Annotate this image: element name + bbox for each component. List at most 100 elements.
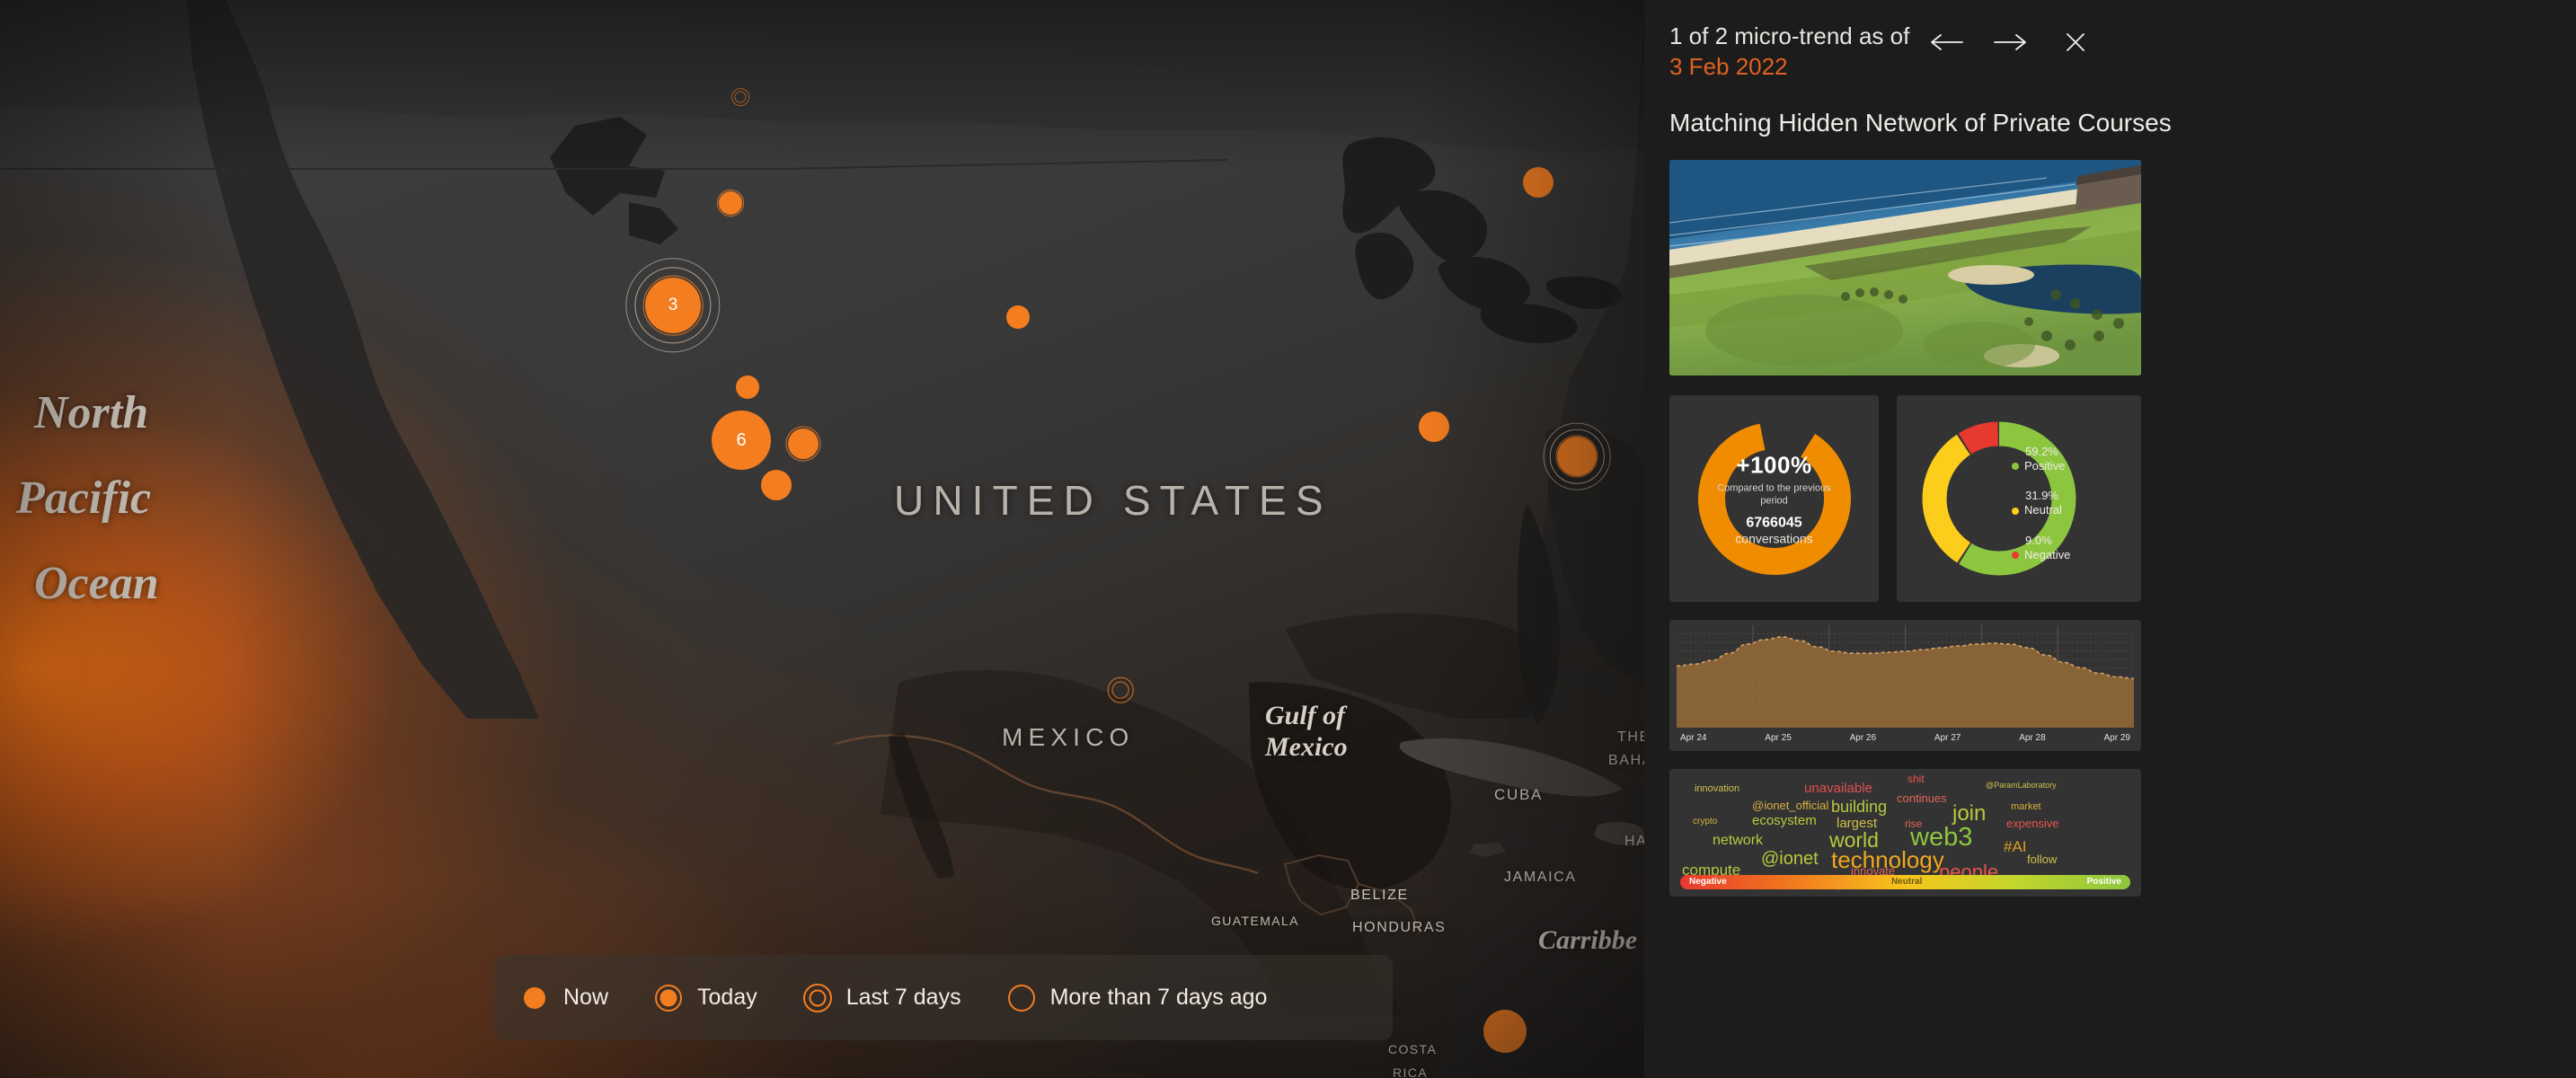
sentiment-legend: 59.2% Positive 31.9% Neutral (2012, 445, 2070, 579)
positive-label: Positive (2024, 458, 2066, 473)
map-legend: Now Today Last 7 days More than 7 days a… (494, 955, 1393, 1040)
trend-hero-image (1669, 159, 2141, 376)
legend-item-now[interactable]: Now (517, 980, 608, 1016)
trend-map[interactable]: UNITED STATES MEXICO CUBA JAMAICA BELIZE HOND… (0, 0, 1644, 1078)
scale-negative-label: Negative (1689, 877, 1727, 888)
sentiment-legend-neutral: 31.9% Neutral (2012, 489, 2070, 518)
volume-timeline-card: Apr 24 Apr 25 Apr 26 Apr 27 Apr 28 Apr 29 (1669, 619, 2141, 751)
keyword-cloud-word[interactable]: #AI (2004, 837, 2027, 855)
area-axis-tick: Apr 24 (1680, 733, 1707, 744)
sentiment-card: 59.2% Positive 31.9% Neutral (1897, 394, 2141, 602)
keyword-cloud[interactable]: innovation unavailable shit @ParamLaborator… (1669, 769, 2141, 897)
sentiment-neutral-name: Neutral (2012, 503, 2070, 517)
metric-cards-row: +100% Compared to the previous period 67… (1669, 394, 2551, 602)
legend-item-last-7-days[interactable]: Last 7 days (800, 980, 961, 1016)
sentiment-positive-name: Positive (2012, 459, 2070, 473)
keyword-cloud-word[interactable]: largest (1837, 815, 1878, 831)
sentiment-neutral-pct: 31.9% (2025, 489, 2058, 503)
keyword-cloud-word[interactable]: building (1831, 797, 1888, 816)
keyword-cloud-word[interactable]: ecosystem (1752, 812, 1817, 828)
trend-counter: 1 of 2 micro-trend as of 3 Feb 2022 (1669, 22, 1909, 83)
marker-count: 3 (645, 278, 701, 333)
marker-ring (1111, 681, 1129, 699)
keyword-cloud-word[interactable]: market (2011, 800, 2041, 812)
volume-timeline-axis: Apr 24 Apr 25 Apr 26 Apr 27 Apr 28 Apr 29 (1677, 729, 2134, 747)
scale-neutral-label: Neutral (1890, 877, 1923, 888)
map-landmasses (0, 0, 1644, 1078)
close-icon[interactable] (2057, 27, 2094, 57)
area-axis-tick: Apr 29 (2103, 733, 2130, 744)
keyword-cloud-word[interactable]: innovate (1851, 863, 1896, 878)
keyword-cloud-word[interactable]: @ionet (1761, 848, 1819, 869)
keyword-cloud-word[interactable]: web3 (1910, 822, 1973, 852)
marker-dot (1419, 411, 1449, 442)
legend-today-icon (651, 980, 686, 1016)
sentiment-scale-bar: Negative Neutral Positive (1680, 874, 2130, 889)
area-axis-tick: Apr 28 (2019, 733, 2046, 744)
legend-older-icon (1004, 980, 1040, 1016)
keyword-cloud-word[interactable]: world (1829, 827, 1879, 852)
keyword-cloud-word[interactable]: join (1952, 800, 1987, 826)
volume-change-sub: Compared to the previous period (1717, 482, 1831, 507)
keyword-cloud-word[interactable]: network (1713, 832, 1764, 848)
legend-today-label: Today (697, 985, 757, 1010)
keyword-cloud-word[interactable]: innovation (1695, 782, 1740, 794)
neutral-dot-icon (2012, 507, 2019, 515)
negative-dot-icon (2012, 552, 2019, 560)
legend-last7-icon (800, 980, 836, 1016)
micro-trend-panel: 1 of 2 micro-trend as of 3 Feb 2022 Matc… (1644, 0, 2576, 1078)
conversation-unit: conversations (1735, 531, 1813, 546)
keyword-cloud-word[interactable]: compute (1682, 861, 1741, 879)
legend-last7-label: Last 7 days (845, 985, 961, 1010)
keyword-cloud-card: innovation unavailable shit @ParamLaborator… (1669, 768, 2141, 897)
marker-dot (788, 429, 819, 459)
keyword-cloud-word[interactable]: @ParamLaboratory (1986, 780, 2057, 790)
legend-now-label: Now (563, 985, 609, 1010)
legend-item-more-than-7-days[interactable]: More than 7 days ago (1004, 980, 1268, 1016)
negative-label: Negative (2024, 547, 2071, 561)
legend-item-today[interactable]: Today (651, 980, 757, 1016)
legend-now-icon (517, 980, 553, 1016)
marker-dot (1523, 167, 1554, 198)
keyword-cloud-word[interactable]: follow (2027, 852, 2058, 866)
volume-change-card: +100% Compared to the previous period 67… (1669, 394, 1879, 602)
previous-arrow-icon[interactable] (1927, 27, 1965, 57)
sentiment-negative-name: Negative (2012, 548, 2070, 562)
panel-header: 1 of 2 micro-trend as of 3 Feb 2022 (1669, 22, 2551, 83)
marker-dot (1557, 437, 1597, 476)
keyword-cloud-word[interactable]: shit (1908, 772, 1925, 785)
marker-dot (719, 191, 742, 215)
scale-positive-label: Positive (2086, 877, 2121, 888)
marker-dot (761, 470, 792, 500)
marker-ring (734, 91, 747, 103)
area-axis-tick: Apr 26 (1849, 733, 1877, 744)
sentiment-positive-pct: 59.2% (2025, 444, 2058, 458)
area-axis-tick: Apr 25 (1765, 733, 1792, 744)
positive-dot-icon (2012, 463, 2019, 471)
volume-timeline-chart (1676, 624, 2135, 728)
sentiment-negative-pct: 9.0% (2025, 533, 2052, 547)
keyword-cloud-word[interactable]: expensive (2006, 816, 2059, 830)
sentiment-legend-positive: 59.2% Positive (2012, 445, 2070, 474)
keyword-cloud-word[interactable]: unavailable (1804, 780, 1872, 796)
keyword-cloud-word[interactable]: crypto (1693, 816, 1718, 826)
marker-count: 6 (712, 411, 771, 470)
panel-nav (1927, 27, 2094, 57)
keyword-cloud-word[interactable]: technology (1831, 845, 1944, 873)
keyword-cloud-word[interactable]: rise (1905, 817, 1923, 830)
conversation-count: 6766045 (1746, 515, 1802, 531)
sentiment-legend-negative: 9.0% Negative (2012, 534, 2070, 563)
marker-dot (736, 376, 759, 399)
keyword-cloud-word[interactable]: continues (1897, 791, 1947, 805)
volume-change-pct: +100% (1736, 451, 1812, 479)
keyword-cloud-word[interactable]: @ionet_official (1752, 798, 1829, 812)
marker-dot (1483, 1010, 1527, 1053)
volume-change-center-text: +100% Compared to the previous period 67… (1716, 451, 1833, 545)
volume-change-donut (1669, 395, 1879, 602)
neutral-label: Neutral (2024, 503, 2062, 517)
sentiment-donut (1897, 395, 2141, 602)
trend-counter-date: 3 Feb 2022 (1669, 52, 1788, 80)
legend-older-label: More than 7 days ago (1049, 985, 1268, 1010)
next-arrow-icon[interactable] (1992, 27, 2030, 57)
